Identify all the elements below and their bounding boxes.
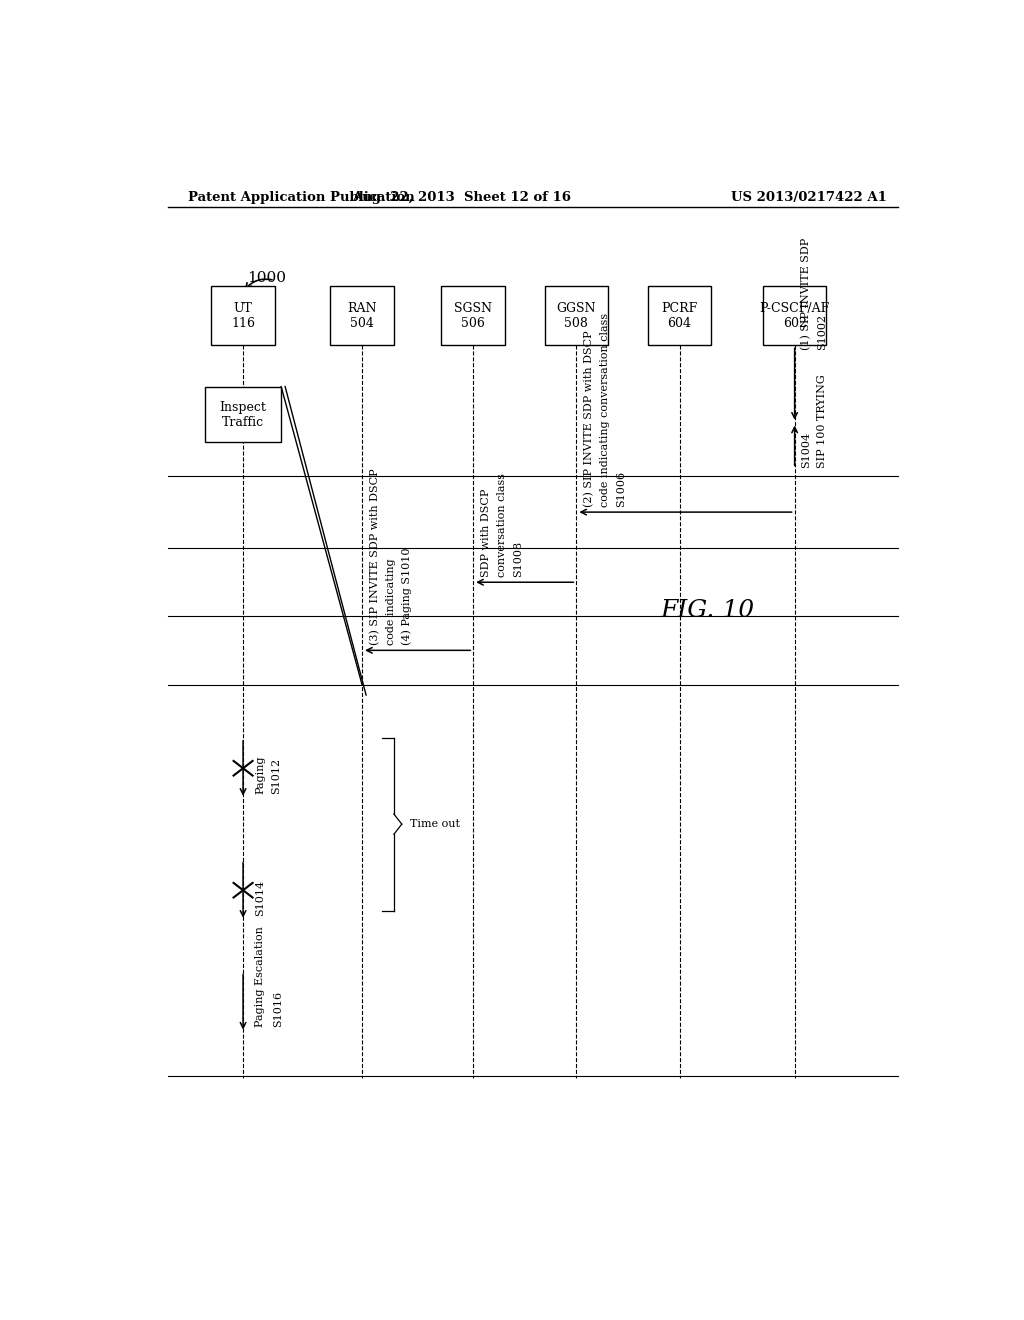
Text: P-CSCF/AF
602: P-CSCF/AF 602 — [760, 302, 829, 330]
Text: Paging: Paging — [255, 755, 265, 793]
FancyBboxPatch shape — [648, 286, 712, 346]
Text: (2) SIP INVITE SDP with DSCP: (2) SIP INVITE SDP with DSCP — [585, 330, 595, 507]
Text: RAN
504: RAN 504 — [347, 302, 377, 330]
Text: UT
116: UT 116 — [231, 302, 255, 330]
Text: code indicating conversation class: code indicating conversation class — [600, 313, 610, 507]
Text: Patent Application Publication: Patent Application Publication — [187, 190, 415, 203]
Text: Paging Escalation: Paging Escalation — [255, 927, 265, 1027]
FancyBboxPatch shape — [763, 286, 826, 346]
Text: Aug. 22, 2013  Sheet 12 of 16: Aug. 22, 2013 Sheet 12 of 16 — [352, 190, 570, 203]
Text: 1000: 1000 — [248, 272, 287, 285]
Text: US 2013/0217422 A1: US 2013/0217422 A1 — [731, 190, 887, 203]
FancyBboxPatch shape — [545, 286, 608, 346]
Text: Inspect
Traffic: Inspect Traffic — [219, 400, 266, 429]
Text: Time out: Time out — [410, 820, 460, 829]
Text: SIP 100 TRYING: SIP 100 TRYING — [817, 375, 826, 469]
Text: PCRF
604: PCRF 604 — [662, 302, 697, 330]
Text: code indicating: code indicating — [386, 558, 396, 645]
FancyBboxPatch shape — [211, 286, 274, 346]
Text: (1) SIP INVITE SDP: (1) SIP INVITE SDP — [801, 238, 811, 351]
Text: S1006: S1006 — [616, 471, 626, 507]
Text: S1012: S1012 — [270, 758, 281, 793]
Text: SDP with DSCP: SDP with DSCP — [481, 488, 492, 577]
Text: GGSN
508: GGSN 508 — [557, 302, 596, 330]
Text: S1008: S1008 — [513, 541, 523, 577]
FancyBboxPatch shape — [441, 286, 505, 346]
FancyBboxPatch shape — [331, 286, 394, 346]
Text: (4) Paging S1010: (4) Paging S1010 — [401, 548, 413, 645]
Text: SGSN
506: SGSN 506 — [455, 302, 493, 330]
Text: FIG. 10: FIG. 10 — [660, 599, 755, 622]
Text: conversation class: conversation class — [497, 473, 507, 577]
FancyBboxPatch shape — [205, 387, 282, 442]
Text: S1014: S1014 — [255, 879, 265, 916]
Text: S1004: S1004 — [801, 432, 811, 469]
Text: S1002: S1002 — [817, 314, 826, 351]
Text: (3) SIP INVITE SDP with DSCP: (3) SIP INVITE SDP with DSCP — [370, 469, 380, 645]
Text: S1016: S1016 — [273, 991, 284, 1027]
